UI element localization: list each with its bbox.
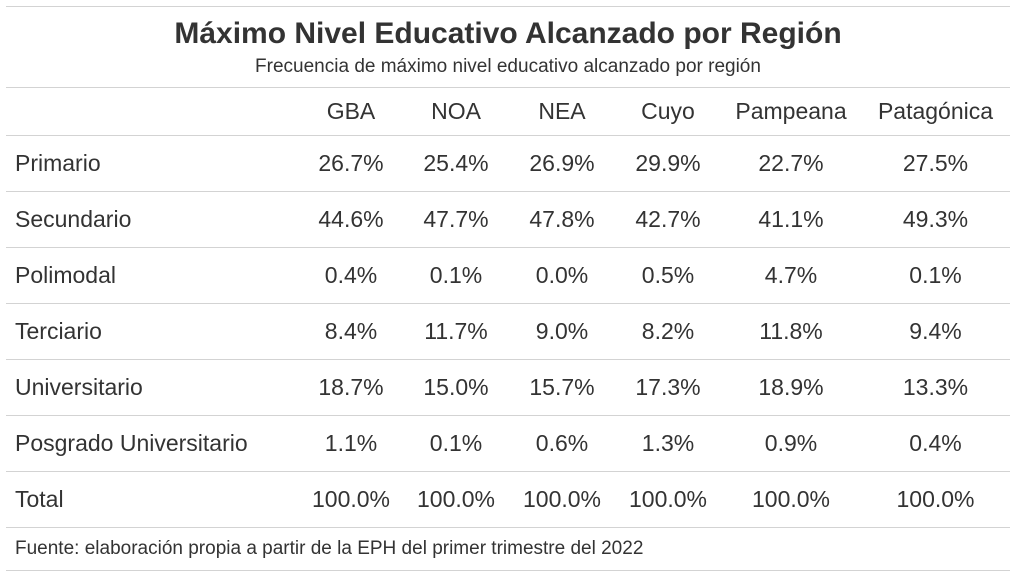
table-cell: 0.1%: [861, 247, 1010, 304]
table-row: Secundario 44.6% 47.7% 47.8% 42.7% 41.1%…: [6, 191, 1010, 248]
column-header-row: GBA NOA NEA Cuyo Pampeana Patagónica: [6, 88, 1010, 136]
table-cell: 9.4%: [861, 303, 1010, 360]
table-cell: 47.8%: [509, 191, 615, 248]
table-title: Máximo Nivel Educativo Alcanzado por Reg…: [174, 17, 842, 50]
table-cell: 26.9%: [509, 135, 615, 192]
table-cell: 100.0%: [403, 471, 509, 528]
column-header-cuyo: Cuyo: [615, 88, 721, 136]
table-cell: 0.1%: [403, 247, 509, 304]
table-cell: 44.6%: [299, 191, 403, 248]
table-cell: 4.7%: [721, 247, 861, 304]
row-label: Secundario: [6, 191, 299, 248]
table-subtitle: Frecuencia de máximo nivel educativo alc…: [255, 56, 761, 77]
table-cell: 0.4%: [861, 415, 1010, 472]
column-header-pampeana: Pampeana: [721, 88, 861, 136]
table-cell: 26.7%: [299, 135, 403, 192]
column-header-gba: GBA: [299, 88, 403, 136]
table-cell: 49.3%: [861, 191, 1010, 248]
table-cell: 0.6%: [509, 415, 615, 472]
table-cell: 27.5%: [861, 135, 1010, 192]
table-cell: 100.0%: [299, 471, 403, 528]
table-cell: 0.0%: [509, 247, 615, 304]
table-row: Universitario 18.7% 15.0% 15.7% 17.3% 18…: [6, 359, 1010, 416]
table-cell: 29.9%: [615, 135, 721, 192]
table-cell: 15.0%: [403, 359, 509, 416]
top-rule: [6, 6, 1010, 7]
table-cell: 100.0%: [721, 471, 861, 528]
table-cell: 41.1%: [721, 191, 861, 248]
table-cell: 0.9%: [721, 415, 861, 472]
table-cell: 1.1%: [299, 415, 403, 472]
table-cell: 8.2%: [615, 303, 721, 360]
table-row: Primario 26.7% 25.4% 26.9% 29.9% 22.7% 2…: [6, 135, 1010, 192]
column-header-patagonica: Patagónica: [861, 88, 1010, 136]
education-by-region-table: GBA NOA NEA Cuyo Pampeana Patagónica Pri…: [6, 88, 1010, 528]
table-cell: 9.0%: [509, 303, 615, 360]
table-cell: 18.9%: [721, 359, 861, 416]
row-label: Primario: [6, 135, 299, 192]
table-header: Máximo Nivel Educativo Alcanzado por Reg…: [6, 7, 1010, 88]
table-cell: 17.3%: [615, 359, 721, 416]
table-row: Posgrado Universitario 1.1% 0.1% 0.6% 1.…: [6, 415, 1010, 472]
table-cell: 8.4%: [299, 303, 403, 360]
row-label: Universitario: [6, 359, 299, 416]
table-row: Polimodal 0.4% 0.1% 0.0% 0.5% 4.7% 0.1%: [6, 247, 1010, 304]
data-table-container: Máximo Nivel Educativo Alcanzado por Reg…: [6, 6, 1010, 571]
table-cell: 47.7%: [403, 191, 509, 248]
row-label: Terciario: [6, 303, 299, 360]
table-row: Terciario 8.4% 11.7% 9.0% 8.2% 11.8% 9.4…: [6, 303, 1010, 360]
table-cell: 0.5%: [615, 247, 721, 304]
table-cell: 25.4%: [403, 135, 509, 192]
table-cell: 100.0%: [615, 471, 721, 528]
row-label: Total: [6, 471, 299, 528]
table-cell: 0.4%: [299, 247, 403, 304]
column-header-stub: [6, 88, 299, 136]
column-header-noa: NOA: [403, 88, 509, 136]
row-label: Posgrado Universitario: [6, 415, 299, 472]
source-note: Fuente: elaboración propia a partir de l…: [6, 528, 1010, 571]
table-cell: 11.7%: [403, 303, 509, 360]
table-cell: 100.0%: [509, 471, 615, 528]
row-label: Polimodal: [6, 247, 299, 304]
table-cell: 0.1%: [403, 415, 509, 472]
table-cell: 1.3%: [615, 415, 721, 472]
table-cell: 13.3%: [861, 359, 1010, 416]
table-cell: 15.7%: [509, 359, 615, 416]
table-cell: 11.8%: [721, 303, 861, 360]
table-cell: 42.7%: [615, 191, 721, 248]
table-cell: 22.7%: [721, 135, 861, 192]
table-cell: 100.0%: [861, 471, 1010, 528]
table-row-total: Total 100.0% 100.0% 100.0% 100.0% 100.0%…: [6, 471, 1010, 528]
table-cell: 18.7%: [299, 359, 403, 416]
column-header-nea: NEA: [509, 88, 615, 136]
